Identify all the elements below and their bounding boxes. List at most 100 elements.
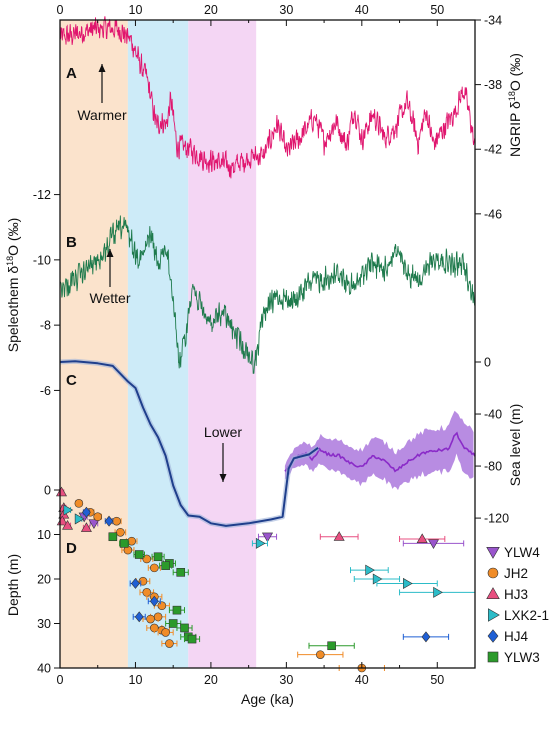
- x-tick-label-bottom: 0: [57, 673, 64, 687]
- point-jh2-3: [93, 512, 103, 522]
- point-lxk2-1-5: [372, 573, 383, 585]
- point-jh2-20: [316, 650, 325, 659]
- axis-title-superscript: 18: [507, 91, 517, 101]
- legend-label-hj4: HJ4: [504, 629, 528, 644]
- y-tick-label-left: -10: [33, 253, 51, 267]
- point-ylw3-9: [168, 619, 178, 628]
- data-traces: [59, 16, 476, 529]
- point-lxk2-1-2: [74, 513, 85, 525]
- point-jh2-8: [142, 554, 152, 564]
- point-hj3-6: [80, 522, 92, 532]
- x-tick-label-bottom: 50: [430, 673, 444, 687]
- point-jh2-1: [74, 499, 84, 508]
- axis-title-part: Speleothem δ: [5, 266, 21, 353]
- axes: 0 0 10 10 20 20 30 30 40 40 50 50 -34 -38 -42 -46 -6 -8 -1…: [33, 3, 509, 687]
- shaded-interval-1: [60, 20, 128, 668]
- annotation-arrow-head: [98, 64, 106, 72]
- x-tick-label-top: 0: [57, 3, 64, 17]
- point-jh2-15: [146, 614, 155, 624]
- depth-axis-title: Depth (m): [5, 554, 21, 616]
- series-lxk2-1: [63, 504, 476, 598]
- point-hj4-2: [104, 515, 114, 527]
- point-jh2-13: [157, 601, 167, 611]
- y-tick-label-right: -38: [484, 78, 502, 92]
- y-tick-label-right: 0: [484, 356, 491, 370]
- x-axis-title: Age (ka): [241, 691, 294, 707]
- sea-level-main-line: [59, 360, 319, 527]
- panel-letter-c: C: [66, 372, 77, 389]
- series-ylw3: [108, 532, 355, 651]
- annotation-wetter: Wetter: [90, 290, 131, 306]
- x-tick-label-top: 10: [129, 3, 143, 17]
- legend-marker-ylw3: [487, 651, 499, 663]
- labels: Age (ka)NGRIP δ18O (‰)Speleothem δ18O (‰…: [5, 53, 523, 707]
- point-lxk2-1-6: [403, 577, 413, 589]
- point-hj3-7: [333, 531, 345, 541]
- legend-label-jh2: JH2: [504, 566, 528, 581]
- legend-marker-hj3: [486, 587, 500, 599]
- point-hj4-6: [421, 631, 431, 643]
- y-tick-label-right: -34: [484, 14, 502, 28]
- point-ylw4-3: [261, 532, 274, 543]
- point-hj3-5: [62, 519, 74, 530]
- point-jh2-10: [138, 576, 148, 586]
- legend-label-ylw4: YLW4: [504, 545, 540, 560]
- point-ylw3-8: [172, 605, 182, 615]
- sea-level-axis-title: Sea level (m): [507, 404, 523, 486]
- legend-marker-hj4: [487, 629, 499, 643]
- point-ylw3-6: [161, 561, 170, 570]
- plot-frame: [59, 19, 476, 669]
- point-hj4-3: [131, 577, 140, 589]
- y-tick-label-right: -120: [484, 512, 509, 526]
- point-ylw3-3: [134, 550, 144, 559]
- point-jh2-5: [116, 527, 125, 537]
- point-ylw4-4: [427, 539, 440, 550]
- ngrip-axis-title: NGRIP δ18O (‰): [507, 53, 523, 157]
- x-tick-label-bottom: 20: [204, 673, 218, 687]
- y-tick-label-left: 20: [37, 573, 51, 587]
- x-tick-label-bottom: 40: [355, 673, 369, 687]
- point-ylw3-1: [108, 532, 118, 542]
- axis-title-part: NGRIP δ: [507, 101, 523, 157]
- annotation-warmer: Warmer: [77, 107, 127, 123]
- point-hj4-4: [149, 595, 159, 607]
- sea-level-record-line: [284, 431, 476, 473]
- y-tick-label-right: -46: [484, 207, 502, 221]
- x-tick-label-top: 30: [279, 3, 293, 17]
- shaded-interval-3: [188, 20, 257, 668]
- y-tick-label-right: -80: [484, 460, 502, 474]
- x-tick-label-top: 40: [355, 3, 369, 17]
- point-jh2-4: [112, 516, 121, 526]
- axis-title-superscript: 18: [5, 256, 15, 266]
- point-hj4-1: [82, 506, 91, 518]
- speleothem-trace: [59, 215, 476, 374]
- point-ylw3-2: [119, 539, 129, 548]
- panel-letter-a: A: [66, 65, 77, 82]
- panel-letter-d: D: [66, 540, 77, 557]
- panel-letter-b: B: [66, 234, 77, 251]
- point-hj3-8: [416, 533, 428, 544]
- point-lxk2-1-1: [63, 504, 74, 516]
- point-lxk2-1-3: [255, 537, 266, 549]
- point-ylw3-13: [327, 641, 336, 651]
- legend-marker-ylw4: [486, 547, 500, 559]
- y-tick-label-right: -40: [484, 408, 502, 422]
- speleothem-axis-title: Speleothem δ18O (‰): [5, 218, 21, 353]
- y-tick-label-left: 10: [37, 528, 51, 542]
- y-tick-label-right: -42: [484, 143, 502, 157]
- y-tick-label-left: 0: [44, 484, 51, 498]
- y-tick-label-left: -12: [33, 188, 51, 202]
- x-tick-label-top: 20: [204, 3, 218, 17]
- point-ylw3-7: [176, 568, 186, 577]
- legend-marker-jh2: [487, 567, 499, 579]
- x-tick-label-bottom: 10: [129, 673, 143, 687]
- series-hj4: [82, 506, 450, 643]
- point-hj4-5: [134, 611, 144, 623]
- y-tick-label-left: 30: [37, 617, 51, 631]
- point-jh2-18: [161, 628, 170, 637]
- y-tick-label-left: 40: [37, 662, 51, 676]
- legend-label-lxk2-1: LXK2-1: [504, 608, 549, 623]
- axis-title-part: O (‰): [507, 53, 523, 91]
- sea-level-uncertainty-band: [284, 410, 474, 491]
- point-lxk2-1-7: [433, 586, 443, 598]
